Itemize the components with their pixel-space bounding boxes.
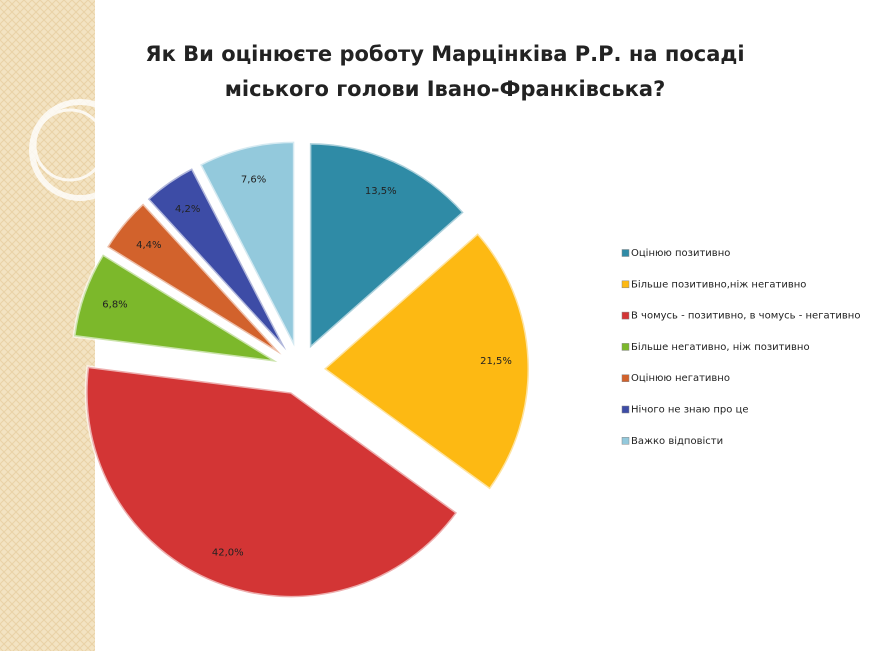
pie-slice bbox=[104, 201, 283, 356]
pie-slice bbox=[198, 140, 296, 348]
pie-slice bbox=[84, 364, 460, 599]
data-label: 4,2% bbox=[175, 204, 200, 215]
decoration bbox=[29, 99, 131, 201]
legend-swatch bbox=[621, 405, 630, 414]
data-label: 6,8% bbox=[102, 300, 127, 311]
legend-label: Більше негативно, ніж позитивно bbox=[631, 341, 810, 353]
data-label: 13,5% bbox=[365, 186, 397, 197]
legend-label: Більше позитивно,ніж негативно bbox=[631, 278, 806, 290]
legend-label: В чомусь - позитивно, в чомусь - негатив… bbox=[631, 311, 860, 322]
pie-slice bbox=[72, 252, 279, 364]
pie-slice bbox=[321, 231, 531, 492]
legend-label: Оцінюю позитивно bbox=[631, 247, 730, 259]
legend-swatch bbox=[621, 343, 630, 351]
legend-swatch bbox=[621, 280, 630, 289]
legend-swatch bbox=[621, 437, 630, 445]
legend-label: Важко відповісти bbox=[631, 435, 723, 447]
legend-swatch bbox=[621, 374, 630, 382]
data-label: 42,0% bbox=[212, 547, 244, 558]
chart-title: міського голови Івано-Франківська? bbox=[225, 77, 666, 101]
pie-slice bbox=[308, 141, 466, 352]
data-label: 21,5% bbox=[480, 356, 512, 367]
data-label: 7,6% bbox=[241, 174, 266, 185]
legend-label: Нічого не знаю про це bbox=[631, 404, 748, 416]
legend-label: Оцінюю негативно bbox=[631, 372, 730, 384]
legend-swatch bbox=[621, 311, 630, 320]
legend-swatch bbox=[621, 249, 630, 257]
chart-title: Як Ви оцінюєте роботу Марцінківа Р.Р. на… bbox=[145, 42, 744, 66]
pie-slice bbox=[145, 166, 288, 352]
data-label: 4,4% bbox=[136, 240, 161, 251]
